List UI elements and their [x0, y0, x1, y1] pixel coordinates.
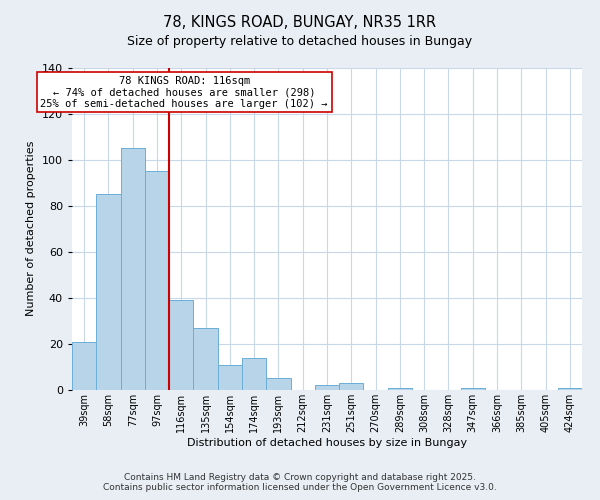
Text: 78 KINGS ROAD: 116sqm
← 74% of detached houses are smaller (298)
25% of semi-det: 78 KINGS ROAD: 116sqm ← 74% of detached …: [40, 76, 328, 109]
Bar: [218, 364, 242, 390]
Bar: [388, 388, 412, 390]
Text: 78, KINGS ROAD, BUNGAY, NR35 1RR: 78, KINGS ROAD, BUNGAY, NR35 1RR: [163, 15, 437, 30]
Bar: [242, 358, 266, 390]
Text: Size of property relative to detached houses in Bungay: Size of property relative to detached ho…: [127, 35, 473, 48]
Y-axis label: Number of detached properties: Number of detached properties: [26, 141, 36, 316]
Bar: [339, 383, 364, 390]
Bar: [193, 328, 218, 390]
Bar: [121, 148, 145, 390]
Bar: [96, 194, 121, 390]
Bar: [72, 342, 96, 390]
X-axis label: Distribution of detached houses by size in Bungay: Distribution of detached houses by size …: [187, 438, 467, 448]
Bar: [266, 378, 290, 390]
Bar: [315, 386, 339, 390]
Bar: [169, 300, 193, 390]
Bar: [461, 388, 485, 390]
Bar: [145, 171, 169, 390]
Bar: [558, 388, 582, 390]
Text: Contains HM Land Registry data © Crown copyright and database right 2025.
Contai: Contains HM Land Registry data © Crown c…: [103, 473, 497, 492]
